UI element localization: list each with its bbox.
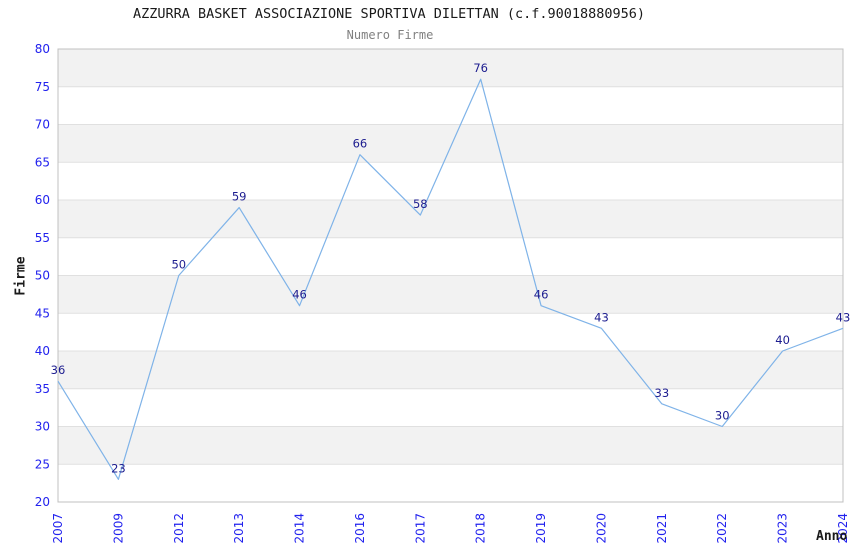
data-point-label: 59 — [232, 190, 247, 204]
grid-band — [58, 124, 843, 163]
x-tick-label: 2019 — [534, 513, 548, 544]
y-tick-label: 65 — [35, 155, 50, 169]
data-line — [57, 78, 844, 480]
grid-band — [58, 388, 843, 427]
y-tick-label: 40 — [35, 344, 50, 358]
data-point-label: 50 — [171, 258, 186, 272]
data-point-label: 40 — [775, 333, 790, 347]
data-point-label: 23 — [111, 461, 126, 475]
x-tick-label: 2020 — [594, 513, 608, 544]
x-tick-label: 2021 — [655, 513, 669, 544]
x-tick-label: 2024 — [836, 513, 850, 544]
x-tick-label: 2016 — [353, 513, 367, 544]
grid-band — [58, 464, 843, 502]
data-point-label: 46 — [534, 288, 549, 302]
y-tick-label: 50 — [35, 269, 50, 283]
grid-band — [58, 86, 843, 125]
x-tick-label: 2018 — [474, 513, 488, 544]
y-tick-label: 80 — [35, 42, 50, 56]
grid-band — [58, 426, 843, 465]
data-point-label: 66 — [353, 137, 368, 151]
y-tick-label: 25 — [35, 457, 50, 471]
grid-band — [58, 162, 843, 200]
plot-border — [57, 48, 844, 503]
x-tick-label: 2022 — [715, 513, 729, 544]
y-tick-label: 70 — [35, 118, 50, 132]
x-tick-label: 2017 — [413, 513, 427, 544]
data-point-label: 33 — [655, 386, 670, 400]
y-axis-title: Firme — [13, 256, 29, 296]
chart-title: AZZURRA BASKET ASSOCIAZIONE SPORTIVA DIL… — [132, 6, 646, 22]
y-tick-label: 20 — [35, 495, 50, 509]
grid-band — [58, 49, 843, 87]
x-axis-title: Anno — [816, 529, 848, 544]
data-point-label: 36 — [51, 363, 66, 377]
x-tick-label: 2009 — [111, 513, 125, 544]
y-tick-label: 30 — [35, 420, 50, 434]
data-point-label: 43 — [836, 310, 850, 324]
data-point-label: 76 — [473, 61, 488, 75]
grid-band — [58, 237, 843, 276]
data-point-label: 43 — [594, 310, 609, 324]
y-tick-label: 35 — [35, 382, 50, 396]
data-point-label: 58 — [413, 197, 428, 211]
grid-band — [58, 313, 843, 351]
y-tick-label: 75 — [35, 80, 50, 94]
grid-band — [58, 351, 843, 389]
grid-band — [58, 200, 843, 238]
chart-subtitle: Numero Firme — [346, 28, 434, 42]
data-point-label: 30 — [715, 409, 730, 423]
x-tick-label: 2007 — [51, 513, 65, 544]
y-tick-label: 45 — [35, 306, 50, 320]
y-tick-label: 60 — [35, 193, 50, 207]
x-tick-label: 2014 — [293, 513, 307, 544]
data-point-label: 46 — [292, 288, 307, 302]
x-tick-label: 2013 — [232, 513, 246, 544]
x-tick-label: 2023 — [776, 513, 790, 544]
grid-band — [58, 275, 843, 314]
x-tick-label: 2012 — [172, 513, 186, 544]
y-tick-label: 55 — [35, 231, 50, 245]
